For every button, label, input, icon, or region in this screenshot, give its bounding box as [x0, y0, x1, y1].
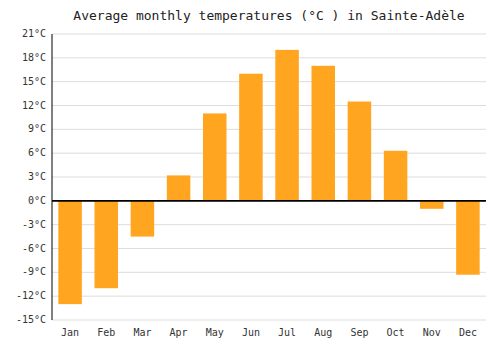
bars	[58, 50, 479, 304]
grid-line	[52, 34, 486, 35]
bar	[94, 201, 118, 288]
y-tick-label: 18°C	[22, 52, 46, 63]
x-tick-label: Jul	[278, 327, 296, 338]
x-tick-label: Aug	[314, 327, 332, 338]
x-tick-label: Jun	[242, 327, 260, 338]
chart-container: Average monthly temperatures (°C ) in Sa…	[0, 0, 500, 350]
grid-line	[52, 320, 486, 321]
chart-svg: Average monthly temperatures (°C ) in Sa…	[0, 0, 500, 350]
grid	[52, 34, 486, 320]
x-tick-label: Apr	[170, 327, 188, 338]
bar	[275, 50, 299, 201]
y-tick-label: -6°C	[22, 243, 46, 254]
grid-line	[52, 81, 486, 82]
grid-line	[52, 105, 486, 106]
x-tick-label: Sep	[350, 327, 368, 338]
zero-line	[52, 200, 486, 202]
x-tick-label: May	[206, 327, 224, 338]
y-tick-label: 15°C	[22, 76, 46, 87]
bar	[348, 102, 372, 201]
x-axis: Jan Feb Mar Apr May Jun Jul Aug Sep Oct Nov Dec	[61, 327, 477, 338]
bar	[384, 151, 408, 201]
grid-line	[52, 177, 486, 178]
grid-line	[52, 129, 486, 130]
title: Average monthly temperatures (°C ) in Sa…	[73, 8, 465, 23]
grid-line	[52, 200, 486, 201]
grid-line	[52, 296, 486, 297]
y-tick-label: 0°C	[28, 195, 46, 206]
x-tick-label: Dec	[459, 327, 477, 338]
y-tick-label: -3°C	[22, 219, 46, 230]
x-tick-label: Nov	[423, 327, 441, 338]
grid-line	[52, 57, 486, 58]
x-tick-label: Oct	[387, 327, 405, 338]
grid-line	[52, 153, 486, 154]
y-tick-label: 21°C	[22, 28, 46, 39]
y-tick-label: 6°C	[28, 147, 46, 158]
bar	[167, 175, 191, 200]
bar	[420, 201, 444, 209]
y-tick-label: -15°C	[16, 314, 46, 325]
bar	[311, 66, 335, 201]
y-axis-line	[52, 34, 53, 320]
bar	[456, 201, 480, 275]
bar	[203, 113, 227, 200]
y-tick-label: -12°C	[16, 290, 46, 301]
y-tick-label: 3°C	[28, 171, 46, 182]
y-tick-label: 9°C	[28, 123, 46, 134]
x-tick-label: Jan	[61, 327, 79, 338]
bar	[58, 201, 82, 304]
bar	[239, 74, 263, 201]
y-axis: -15°C -12°C -9°C -6°C -3°C 0°C 3°C 6°C 9°C 12°C 15…	[16, 28, 46, 325]
y-tick-label: -9°C	[22, 266, 46, 277]
x-tick-label: Mar	[133, 327, 151, 338]
y-tick-label: 12°C	[22, 100, 46, 111]
x-tick-label: Feb	[97, 327, 115, 338]
bar	[131, 201, 155, 237]
